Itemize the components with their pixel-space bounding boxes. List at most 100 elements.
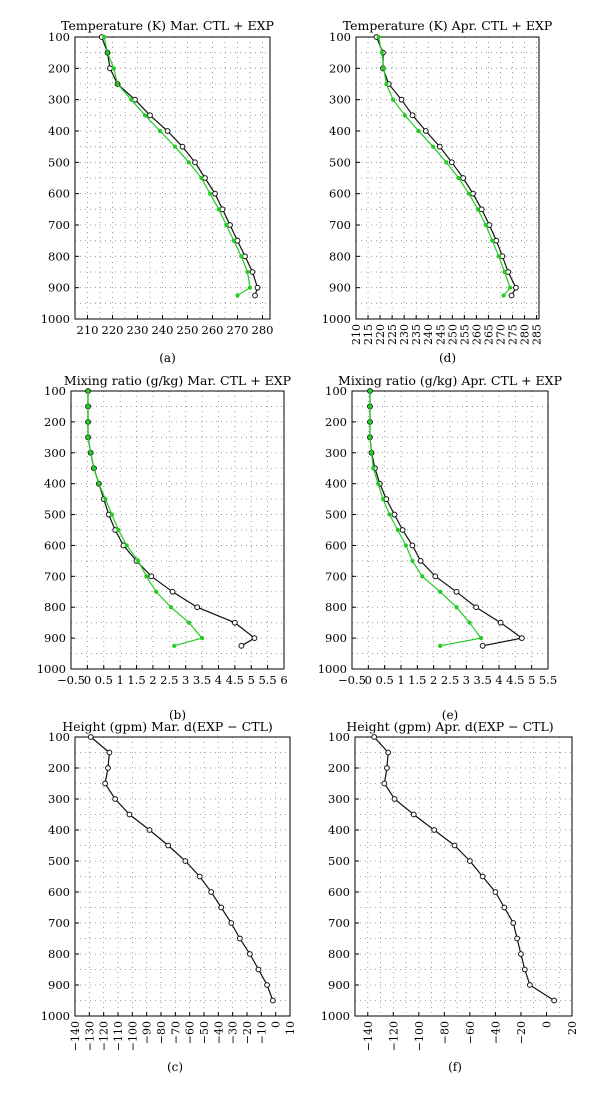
x-tick-label: 265 [482, 324, 495, 345]
series-d-ctl-point [422, 128, 429, 134]
y-tick-label: 100 [325, 384, 347, 398]
series-d-ctl-point [470, 190, 476, 197]
x-tick-label: −0.5 [57, 673, 85, 687]
series-f-ctl-point [391, 796, 398, 802]
y-tick-label: 300 [48, 792, 70, 806]
series-b-exp-point [96, 481, 101, 486]
series-f-ctl-line [373, 736, 555, 1002]
series-d-ctl-point [493, 237, 500, 244]
x-tick-label: 20 [566, 1021, 579, 1035]
x-tick-label: 230 [127, 323, 149, 337]
series-e-exp-point [467, 620, 472, 625]
series-d-exp-point [381, 66, 386, 71]
x-tick-label: 0 [84, 673, 91, 687]
chart-title-e: Mixing ratio (g/kg) Apr. CTL + EXP [338, 373, 562, 388]
x-tick-label: 10 [284, 1021, 297, 1035]
series-e-ctl-point [453, 588, 460, 595]
series-c-ctl-point [255, 966, 262, 973]
y-tick-label: 500 [48, 854, 70, 868]
series-a-ctl-point [252, 292, 258, 299]
chart-title-a: Temperature (K) Mar. CTL + EXP [61, 18, 274, 33]
series-c-ctl-point [102, 780, 108, 787]
x-tick-label: 5 [248, 673, 255, 687]
x-tick-label: −60 [464, 1021, 477, 1044]
series-e-exp-point [367, 435, 373, 440]
x-tick-label: 3 [182, 673, 189, 687]
x-tick-label: 4.5 [506, 673, 524, 687]
y-tick-label: 200 [329, 61, 351, 75]
series-b-exp-point [136, 558, 141, 563]
y-tick-label: 300 [325, 446, 347, 460]
series-c-ctl-point [269, 997, 276, 1004]
series-c-ctl-point [208, 889, 215, 895]
series-a-ctl-point [164, 128, 171, 134]
series-f-ctl-point [510, 920, 517, 926]
y-tick-label: 900 [328, 978, 350, 992]
y-tick-label: 900 [44, 631, 66, 645]
series-e-exp-point [454, 605, 459, 610]
series-b-exp-point [154, 589, 159, 594]
series-d-exp-point [456, 175, 461, 181]
x-tick-label: −140 [362, 1021, 375, 1051]
series-a-exp-point [245, 269, 250, 275]
x-tick-label: −130 [83, 1021, 96, 1051]
y-tick-label: 800 [48, 249, 70, 263]
y-tick-label: 100 [328, 730, 350, 744]
series-d-ctl-point [448, 159, 455, 166]
series-d-ctl-point [409, 112, 416, 119]
chart-title-c: Height (gpm) Mar. d(EXP − CTL) [62, 719, 273, 734]
series-c-ctl-point [165, 842, 172, 849]
y-tick-label: 400 [325, 477, 347, 491]
series-d-exp-point [475, 207, 480, 212]
x-tick-label: 0 [365, 673, 372, 687]
y-tick-label: 1000 [318, 662, 347, 676]
x-tick-label: 2.5 [160, 673, 178, 687]
series-a-exp-point [247, 285, 253, 290]
x-tick-label: 260 [470, 324, 483, 345]
series-d-exp-point [379, 50, 384, 55]
series-c-ctl-point [87, 734, 94, 740]
y-tick-label: 100 [44, 384, 66, 398]
series-e-exp-point [367, 404, 373, 409]
series-f-ctl-point [371, 734, 378, 740]
y-tick-label: 600 [48, 885, 70, 899]
x-tick-label: 1.5 [127, 673, 145, 687]
series-e-exp-point [380, 497, 386, 502]
x-tick-label: 210 [77, 323, 99, 337]
y-tick-label: 800 [328, 947, 350, 961]
series-e-ctl-point [479, 642, 486, 649]
series-f-ctl-point [466, 858, 473, 864]
series-a-exp-point [216, 207, 221, 212]
series-e-exp-point [395, 527, 400, 533]
series-b-exp-point [199, 636, 205, 641]
series-d-exp-point [416, 128, 421, 134]
y-tick-label: 800 [48, 947, 70, 961]
series-c-ctl-line [90, 736, 274, 1001]
x-tick-label: 1 [116, 673, 123, 687]
series-e-exp-point [478, 636, 484, 641]
series-a-exp-point [235, 293, 240, 298]
series-b-exp-point [85, 419, 91, 424]
series-f-ctl-point [521, 966, 528, 973]
series-b-exp-point [116, 527, 121, 533]
series-d-exp-point [384, 81, 389, 87]
series-b-exp-point [172, 643, 177, 648]
series-d-exp-point [466, 191, 472, 196]
x-tick-label: 5.5 [258, 673, 276, 687]
series-d-ctl-point [398, 96, 405, 103]
x-tick-label: 220 [102, 323, 124, 337]
x-tick-label: 0.5 [376, 673, 394, 687]
series-e-ctl-point [518, 635, 525, 642]
x-tick-label: −60 [184, 1021, 197, 1044]
series-b-ctl-point [251, 635, 258, 642]
x-tick-label: 0 [270, 1021, 283, 1028]
series-f-ctl-point [501, 904, 508, 911]
series-c-ctl-point [146, 827, 153, 833]
series-d-ctl-point [436, 143, 443, 150]
series-d-exp-point [490, 238, 495, 243]
chart-title-d: Temperature (K) Apr. CTL + EXP [343, 18, 553, 33]
series-c-ctl-point [112, 796, 119, 802]
series-d-ctl-point [460, 175, 467, 181]
series-e-ctl-point [432, 573, 439, 580]
